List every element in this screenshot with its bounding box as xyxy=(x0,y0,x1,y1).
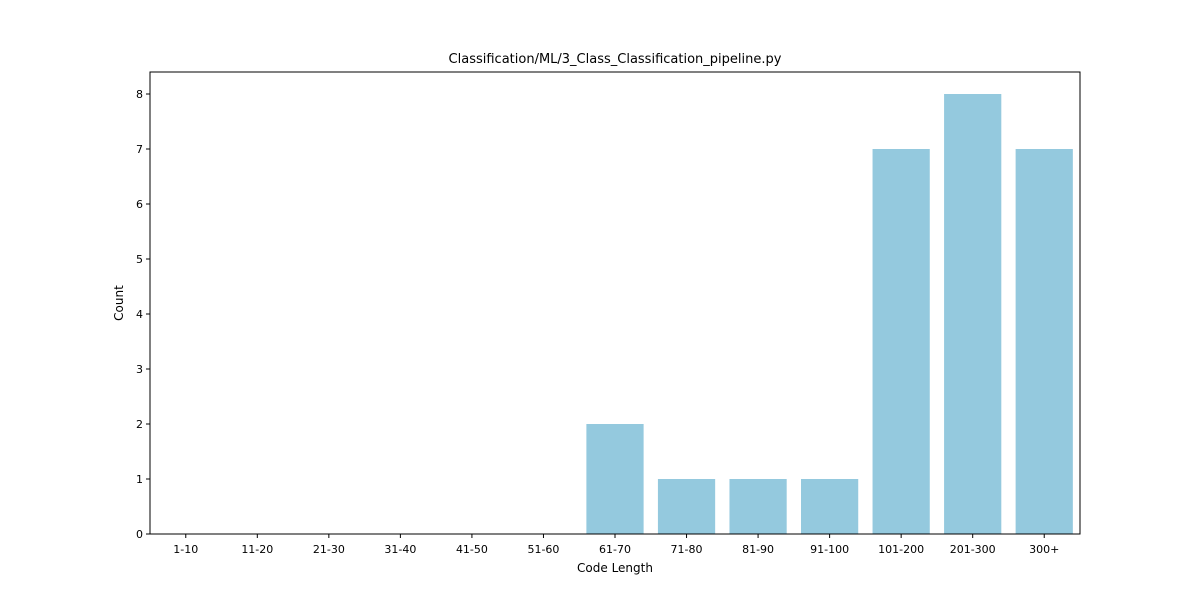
x-tick-label: 300+ xyxy=(1029,543,1059,556)
y-tick-label: 8 xyxy=(136,88,143,101)
y-axis-ticks: 0 1 2 3 4 5 6 7 8 xyxy=(136,88,150,541)
x-tick-label: 1-10 xyxy=(173,543,198,556)
x-tick-label: 31-40 xyxy=(384,543,416,556)
bar-71-80 xyxy=(657,479,716,534)
x-axis-label: Code Length xyxy=(577,561,653,575)
y-tick-label: 2 xyxy=(136,418,143,431)
bar-91-100 xyxy=(801,479,859,534)
y-tick-label: 6 xyxy=(136,198,143,211)
x-tick-label: 41-50 xyxy=(456,543,488,556)
chart-title: Classification/ML/3_Class_Classification… xyxy=(449,52,782,67)
bars-layer xyxy=(586,94,1073,534)
plot-frame xyxy=(149,71,1081,535)
x-tick-label: 61-70 xyxy=(599,543,631,556)
y-tick-label: 5 xyxy=(136,253,143,266)
y-tick-label: 7 xyxy=(136,143,143,156)
bar-300+ xyxy=(1015,149,1073,534)
x-tick-label: 91-100 xyxy=(810,543,849,556)
y-tick-label: 3 xyxy=(136,363,143,376)
y-axis-label: Count xyxy=(112,285,126,321)
bar-61-70 xyxy=(586,424,644,534)
x-tick-label: 201-300 xyxy=(950,543,996,556)
x-tick-label: 51-60 xyxy=(527,543,559,556)
bar-101-200 xyxy=(872,149,930,534)
x-axis-ticks: 1-10 11-20 21-30 31-40 41-50 51-60 61-70 71-80 8… xyxy=(173,534,1059,556)
x-tick-label: 81-90 xyxy=(742,543,774,556)
y-tick-label: 1 xyxy=(136,473,143,486)
y-tick-label: 4 xyxy=(136,308,143,321)
x-tick-label: 71-80 xyxy=(671,543,703,556)
x-tick-label: 101-200 xyxy=(878,543,924,556)
y-tick-label: 0 xyxy=(136,528,143,541)
bar-201-300 xyxy=(944,94,1002,534)
bar-81-90 xyxy=(729,479,787,534)
x-tick-label: 21-30 xyxy=(313,543,345,556)
x-tick-label: 11-20 xyxy=(241,543,273,556)
